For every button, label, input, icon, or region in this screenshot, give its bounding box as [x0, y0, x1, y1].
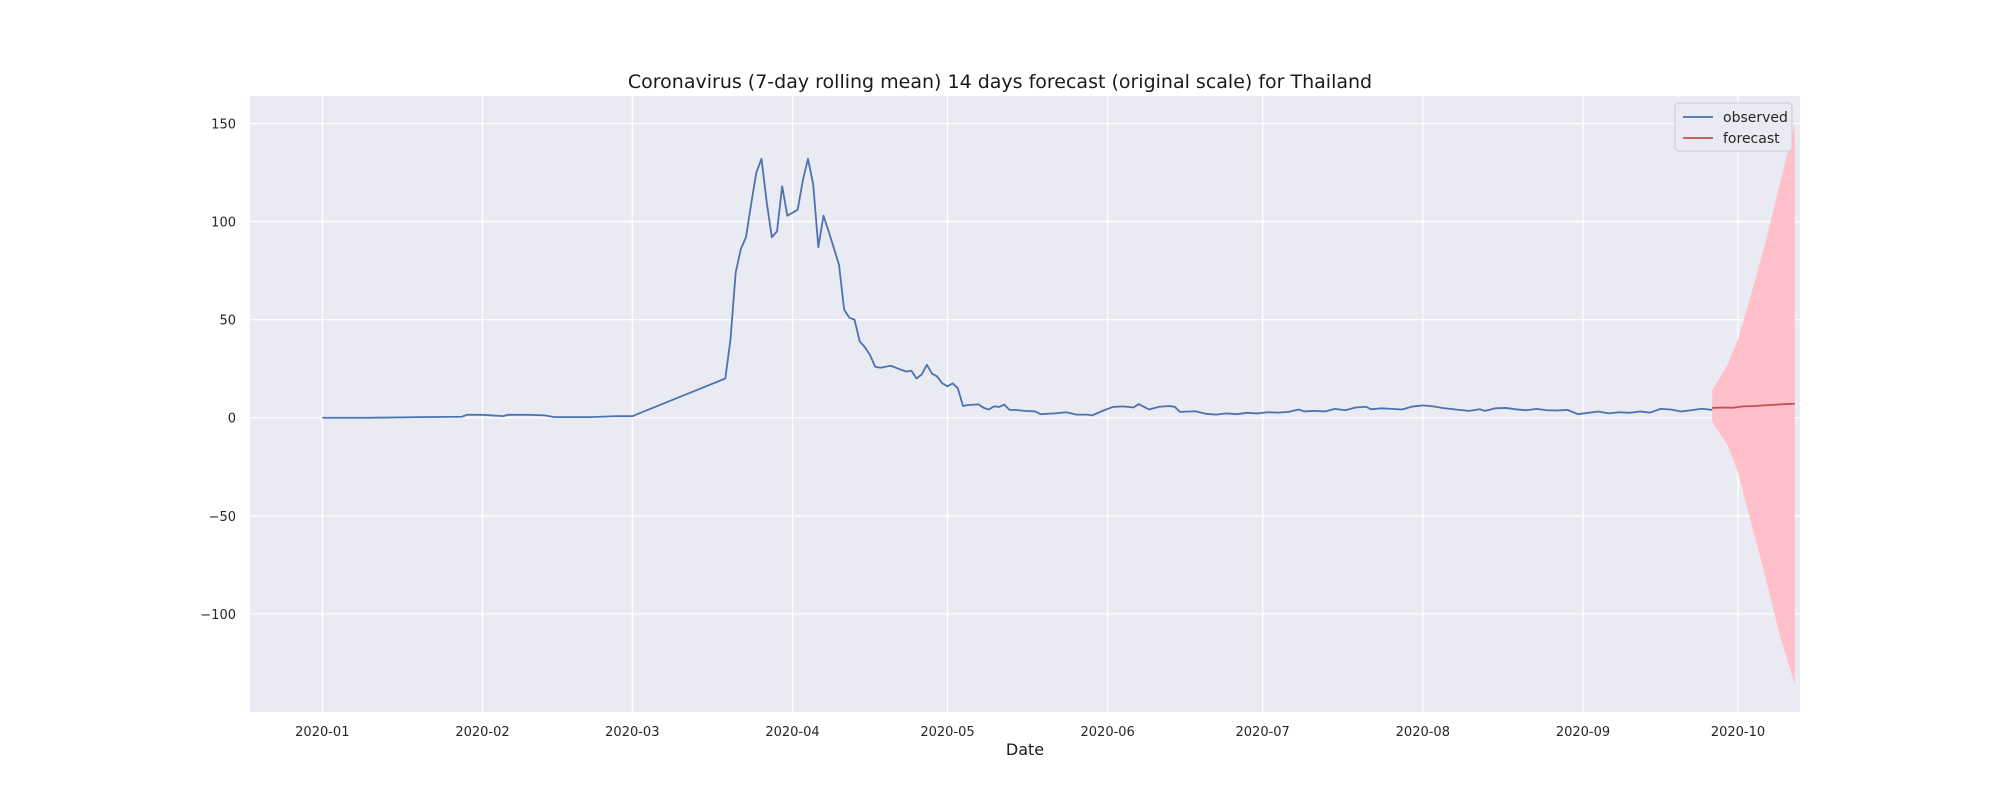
legend: observed forecast: [1674, 102, 1793, 152]
y-tick-label: 50: [219, 314, 236, 329]
legend-label-observed: observed: [1723, 110, 1788, 126]
y-tick-label: 100: [211, 216, 236, 231]
y-axis: 150 100 50 0 −50 −100: [200, 117, 236, 622]
x-axis-label: Date: [1006, 740, 1044, 759]
y-tick-label: 150: [211, 117, 236, 132]
x-tick-label: 2020-08: [1396, 725, 1450, 740]
legend-label-forecast: forecast: [1723, 131, 1780, 147]
x-tick-label: 2020-01: [295, 725, 349, 740]
y-tick-label: 0: [228, 412, 236, 427]
grid-lines: [250, 96, 1800, 712]
y-tick-label: −100: [200, 608, 236, 623]
y-tick-label: −50: [209, 510, 236, 525]
observed-line: [322, 157, 1713, 419]
series-lines: [322, 157, 1795, 419]
x-tick-label: 2020-10: [1711, 725, 1765, 740]
x-tick-label: 2020-03: [605, 725, 659, 740]
x-tick-label: 2020-04: [765, 725, 819, 740]
legend-box: [1674, 102, 1793, 152]
x-tick-label: 2020-09: [1556, 725, 1610, 740]
forecast-confidence-band: [1712, 123, 1795, 685]
x-tick-label: 2020-02: [455, 725, 509, 740]
plot-area: [250, 96, 1800, 712]
confidence-band: [1712, 123, 1795, 685]
x-axis: 2020-01 2020-02 2020-03 2020-04 2020-05 2020-…: [295, 725, 1765, 740]
x-tick-label: 2020-05: [920, 725, 974, 740]
x-tick-label: 2020-07: [1236, 725, 1290, 740]
x-tick-label: 2020-06: [1081, 725, 1135, 740]
forecast-line: [1712, 402, 1795, 409]
chart-title: Coronavirus (7-day rolling mean) 14 days…: [628, 71, 1372, 93]
